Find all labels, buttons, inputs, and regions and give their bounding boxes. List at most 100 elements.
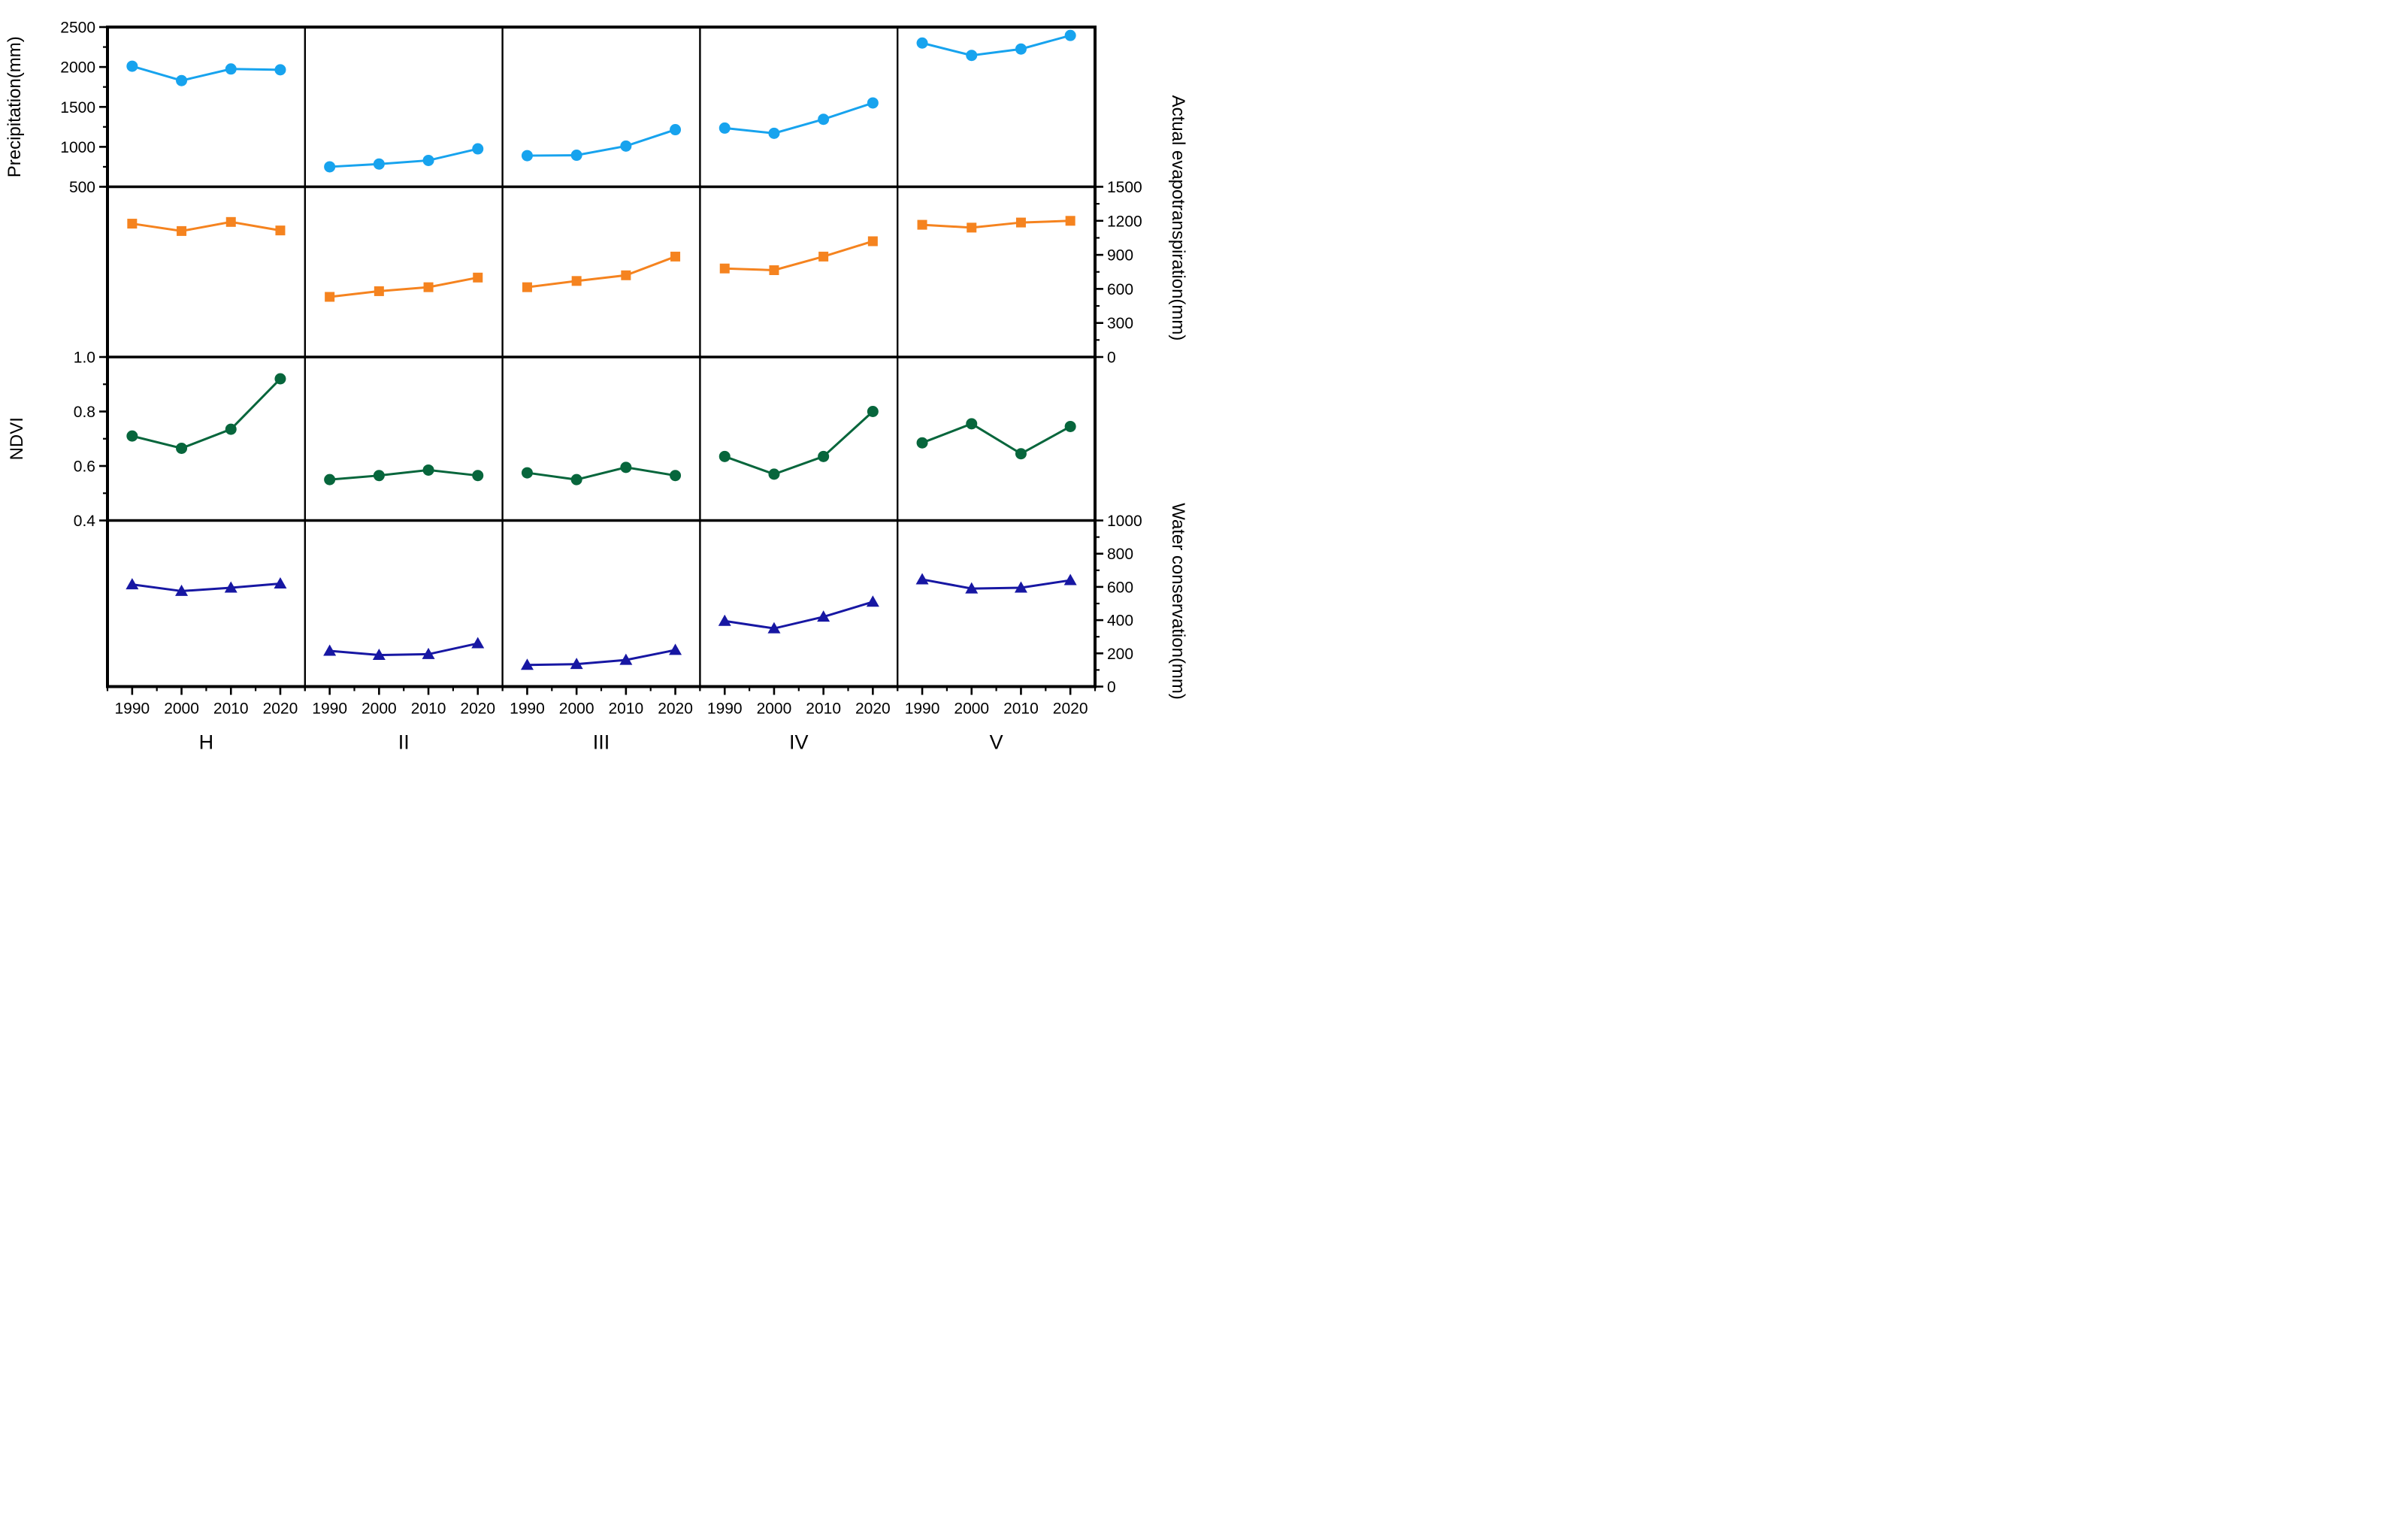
marker-circle-precipitation-III-1990	[521, 150, 533, 162]
marker-square-actual-evapotranspiration-II-2000	[374, 286, 384, 296]
series-line-water-conservation-IV	[725, 601, 873, 630]
marker-triangle-water-conservation-II-2020	[471, 637, 485, 649]
marker-circle-ndvi-V-2020	[1064, 420, 1076, 432]
marker-circle-precipitation-IV-2010	[818, 113, 830, 126]
marker-triangle-water-conservation-V-2020	[1063, 573, 1077, 585]
series-line-ndvi-III	[527, 466, 676, 481]
marker-triangle-water-conservation-H-2000	[175, 584, 189, 596]
marker-circle-ndvi-H-1990	[126, 430, 138, 442]
marker-circle-precipitation-II-2000	[373, 158, 385, 170]
y-tick-label-actual-evapotranspiration: 0	[1107, 349, 1116, 367]
x-tick-label: 1990	[312, 700, 347, 718]
marker-circle-precipitation-V-2020	[1064, 29, 1076, 41]
series-line-ndvi-II	[329, 468, 478, 481]
marker-triangle-water-conservation-IV-2010	[817, 610, 830, 622]
x-tick-label: 2010	[1003, 700, 1039, 718]
marker-circle-ndvi-IV-2020	[867, 406, 879, 417]
marker-circle-ndvi-III-2020	[670, 470, 682, 482]
series-line-ndvi-H	[132, 377, 282, 450]
x-tick-label: 2000	[362, 700, 397, 718]
marker-triangle-water-conservation-V-1990	[915, 573, 929, 585]
marker-square-actual-evapotranspiration-II-2020	[473, 272, 483, 283]
y-tick-label-ndvi: 0.6	[74, 458, 95, 476]
panel-label-H: H	[199, 731, 214, 754]
marker-triangle-water-conservation-III-2020	[669, 643, 682, 655]
y-tick-label-actual-evapotranspiration: 600	[1107, 281, 1133, 298]
axis-title-evapotranspiration: Actual evapotranspiration(mm)	[1168, 95, 1188, 341]
marker-square-actual-evapotranspiration-H-2010	[225, 216, 236, 227]
marker-circle-precipitation-IV-1990	[719, 122, 731, 134]
marker-circle-precipitation-III-2020	[670, 124, 682, 136]
marker-circle-ndvi-H-2000	[176, 442, 188, 454]
marker-square-actual-evapotranspiration-H-1990	[127, 219, 138, 229]
x-tick-label: 1990	[905, 700, 940, 718]
marker-circle-precipitation-II-2020	[472, 143, 484, 155]
marker-circle-precipitation-V-1990	[916, 37, 928, 49]
marker-square-actual-evapotranspiration-IV-1990	[719, 263, 730, 274]
marker-square-actual-evapotranspiration-H-2020	[275, 225, 286, 236]
marker-triangle-water-conservation-IV-1990	[718, 614, 731, 626]
multi-panel-line-chart: 500 1000 1500 2000 2500 0 300 600 900 1200 1500 0.4…	[0, 0, 1196, 770]
marker-circle-ndvi-V-1990	[916, 437, 928, 449]
marker-triangle-water-conservation-IV-2000	[767, 622, 781, 634]
marker-circle-ndvi-V-2000	[966, 418, 978, 430]
marker-circle-ndvi-IV-2000	[768, 468, 780, 480]
marker-circle-ndvi-III-2010	[620, 461, 632, 473]
marker-square-actual-evapotranspiration-II-2010	[423, 282, 434, 292]
marker-circle-precipitation-II-1990	[324, 161, 336, 173]
x-tick-label: 2020	[263, 700, 298, 718]
series-line-ndvi-IV	[724, 410, 874, 476]
marker-triangle-water-conservation-V-2000	[965, 582, 979, 594]
x-tick-label: 2010	[806, 700, 841, 718]
marker-square-actual-evapotranspiration-V-2020	[1065, 216, 1075, 226]
panel-label-V: V	[990, 731, 1003, 754]
marker-square-actual-evapotranspiration-III-2000	[571, 276, 582, 286]
series-line-water-conservation-II	[329, 642, 479, 657]
marker-circle-ndvi-IV-2010	[818, 450, 830, 462]
marker-square-actual-evapotranspiration-V-1990	[917, 219, 927, 230]
series-line-precipitation-II	[329, 147, 479, 168]
marker-circle-precipitation-V-2010	[1015, 43, 1027, 55]
marker-square-actual-evapotranspiration-III-2020	[670, 251, 681, 262]
marker-square-actual-evapotranspiration-II-1990	[325, 292, 335, 302]
axis-title-water-conservation: Water conservation(mm)	[1168, 503, 1188, 700]
series-line-actual-evapotranspiration-H	[132, 220, 281, 232]
x-tick-label: 1990	[114, 700, 150, 718]
series-line-actual-evapotranspiration-III	[527, 255, 676, 289]
y-tick-label-water-conservation: 1000	[1107, 513, 1142, 530]
panel-label-II: II	[398, 731, 410, 754]
y-tick-label-precipitation: 2000	[60, 59, 95, 77]
series-line-precipitation-III	[527, 129, 676, 157]
marker-triangle-water-conservation-H-2020	[274, 576, 287, 588]
marker-triangle-water-conservation-III-2010	[619, 653, 633, 665]
chart-svg: 50010001500200025000300600900120015000.4…	[0, 0, 1196, 770]
marker-circle-ndvi-IV-1990	[719, 450, 731, 462]
y-tick-label-precipitation: 500	[69, 179, 95, 196]
figure-background	[0, 0, 1196, 770]
y-tick-label-water-conservation: 0	[1107, 679, 1116, 696]
marker-square-actual-evapotranspiration-V-2010	[1015, 217, 1026, 228]
series-line-precipitation-IV	[725, 101, 873, 135]
x-tick-label: 2000	[164, 700, 199, 718]
marker-circle-ndvi-II-2000	[373, 470, 385, 482]
marker-circle-ndvi-H-2010	[225, 423, 237, 435]
y-tick-label-precipitation: 1000	[60, 139, 95, 156]
x-tick-label: 2010	[411, 700, 446, 718]
panel-label-III: III	[593, 731, 610, 754]
marker-square-actual-evapotranspiration-IV-2010	[818, 251, 829, 262]
marker-square-actual-evapotranspiration-III-2010	[621, 270, 631, 280]
y-tick-label-water-conservation: 800	[1107, 546, 1133, 563]
y-tick-label-precipitation: 1500	[60, 99, 95, 116]
marker-triangle-water-conservation-III-2000	[570, 658, 583, 670]
y-tick-label-actual-evapotranspiration: 1200	[1107, 213, 1142, 230]
marker-circle-ndvi-III-2000	[570, 473, 582, 486]
marker-square-actual-evapotranspiration-III-1990	[522, 282, 532, 292]
x-tick-label: 1990	[707, 700, 743, 718]
x-tick-label: 2010	[213, 700, 249, 718]
marker-circle-precipitation-IV-2000	[768, 127, 780, 139]
marker-triangle-water-conservation-III-1990	[520, 658, 534, 670]
x-tick-label: 1990	[510, 700, 545, 718]
marker-circle-precipitation-H-2020	[274, 64, 286, 76]
marker-circle-ndvi-II-2020	[472, 470, 484, 482]
marker-triangle-water-conservation-H-2010	[224, 581, 237, 593]
